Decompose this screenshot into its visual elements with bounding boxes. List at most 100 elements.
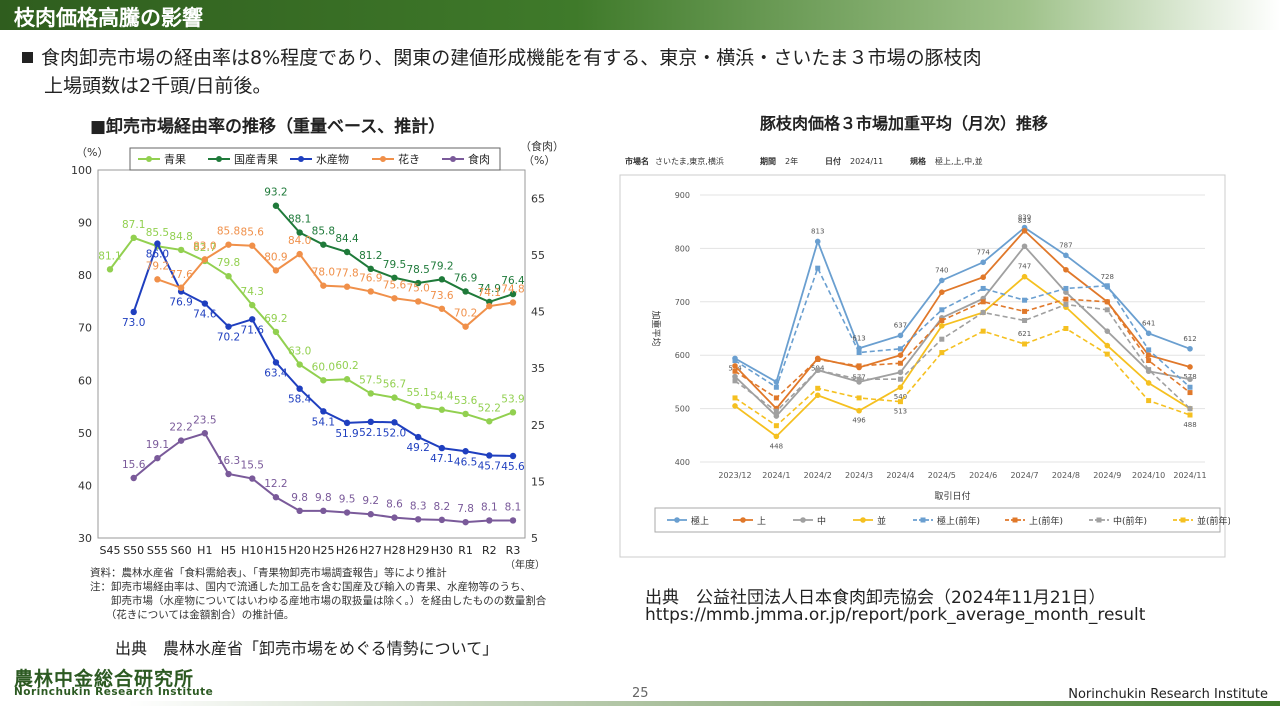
data-point	[814, 238, 821, 245]
right-chart-title: 豚枝肉価格３市場加重平均（月次）推移	[760, 114, 1049, 133]
data-point	[486, 452, 493, 459]
data-label: 49.2	[406, 442, 429, 454]
series-line-青果	[109, 236, 514, 423]
x-tick-label: R2	[482, 544, 497, 557]
right-y-tick-label: 55	[531, 249, 545, 262]
data-label: 8.2	[434, 501, 451, 513]
data-point	[438, 305, 446, 312]
data-label: 79.8	[217, 257, 240, 269]
data-label: 60.2	[335, 360, 358, 372]
data-point	[391, 514, 398, 521]
legend-marker	[450, 156, 456, 162]
data-point	[272, 328, 280, 336]
x-tick-label: H20	[289, 544, 311, 557]
x-tick-label: S60	[171, 544, 192, 557]
y-tick-label: 800	[675, 244, 690, 253]
x-tick-label: R3	[506, 544, 521, 557]
legend-marker	[860, 517, 866, 523]
left-y-tick-label: 50	[78, 427, 92, 440]
data-point	[130, 308, 137, 316]
legend-label: 花き	[398, 153, 420, 166]
data-label: 613	[852, 334, 865, 342]
data-label: 15.6	[122, 459, 146, 471]
data-point	[980, 309, 986, 315]
data-point	[154, 454, 161, 462]
data-label: 787	[1059, 241, 1072, 249]
data-point	[438, 516, 446, 524]
data-label: 52.0	[383, 427, 406, 439]
data-point	[980, 259, 986, 266]
data-point	[296, 361, 303, 368]
data-label: 54.4	[430, 391, 454, 403]
data-label: 58.4	[288, 394, 312, 406]
data-point	[462, 288, 469, 295]
data-label: 70.2	[454, 308, 477, 320]
data-point	[773, 423, 779, 429]
footer-bar	[0, 701, 1280, 706]
x-tick-label: S55	[147, 544, 168, 557]
data-point	[225, 470, 232, 478]
data-point	[1145, 330, 1152, 337]
data-label: 76.4	[501, 275, 525, 287]
right-y-tick-label: 5	[531, 532, 538, 545]
x-tick-label: 2024/11	[1173, 471, 1206, 480]
data-label: 19.1	[146, 439, 169, 451]
x-tick-label: H15	[265, 544, 287, 557]
x-tick-label: S50	[123, 544, 144, 557]
data-point	[897, 346, 903, 352]
data-label: 76.9	[169, 296, 192, 308]
data-point	[856, 407, 862, 414]
left-chart-title: ■卸売市場経由率の推移（重量ベース、推計）	[90, 117, 446, 137]
data-label: 85.6	[241, 227, 265, 239]
data-point	[225, 272, 232, 280]
data-point	[509, 290, 517, 298]
x-tick-label: H10	[241, 544, 263, 557]
data-point	[414, 298, 422, 305]
data-point	[1063, 285, 1069, 291]
data-point	[201, 430, 209, 437]
data-point	[814, 392, 821, 399]
x-tick-label: 2024/8	[1052, 471, 1080, 480]
data-point	[1104, 342, 1111, 349]
data-point	[939, 323, 945, 329]
data-point	[732, 368, 738, 374]
data-point	[343, 283, 351, 290]
data-label: 9.8	[315, 492, 332, 504]
data-point	[1022, 308, 1028, 314]
legend-marker	[1012, 517, 1018, 523]
series-line-花き	[157, 243, 514, 328]
data-point	[249, 301, 256, 309]
left-y-tick-label: 60	[78, 374, 92, 387]
data-label: 78.0	[312, 267, 335, 279]
data-point	[1021, 227, 1028, 234]
data-point	[272, 494, 280, 501]
data-point	[1187, 345, 1193, 352]
data-point	[1187, 406, 1193, 412]
legend-marker	[1096, 517, 1102, 523]
y-tick-label: 400	[675, 458, 690, 467]
data-point	[897, 376, 903, 382]
page-number: 25	[632, 686, 649, 701]
logo-english: Norinchukin Research Institute	[14, 686, 214, 698]
data-label: 93.2	[264, 187, 287, 199]
x-tick-label: H1	[197, 544, 212, 557]
filter-label: 期間	[760, 156, 776, 166]
data-point	[462, 410, 469, 418]
legend-marker	[740, 517, 746, 523]
series-line-極上	[734, 226, 1191, 384]
data-label: 53.9	[501, 393, 524, 405]
legend-marker	[1180, 517, 1186, 523]
data-label: 839	[1018, 214, 1031, 222]
source-url: https://mmb.jmma.or.jp/report/pork_avera…	[645, 605, 1146, 625]
data-point	[939, 336, 945, 342]
data-point	[414, 516, 422, 523]
y-tick-label: 900	[675, 191, 690, 200]
data-point	[320, 282, 327, 289]
data-point	[462, 518, 469, 526]
data-label: 74.6	[193, 309, 217, 321]
right-y-tick-label: 65	[531, 192, 545, 205]
x-tick-label: 2024/3	[845, 471, 873, 480]
chart-frame	[619, 174, 1226, 558]
x-tick-label: 2024/6	[969, 471, 997, 480]
